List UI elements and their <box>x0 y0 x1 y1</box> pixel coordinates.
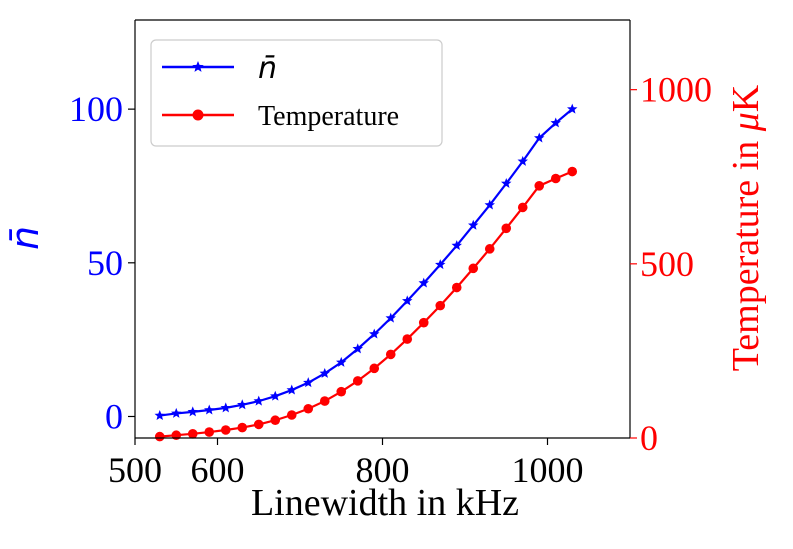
y-left-tick-label: 100 <box>69 89 123 129</box>
temperature-data-point <box>204 427 215 437</box>
temperature-data-point <box>501 223 512 234</box>
y-left-axis-ticks: 0 50 100 <box>69 89 135 436</box>
y-right-tick-label: 1000 <box>640 70 712 110</box>
temperature-data-point <box>303 403 314 414</box>
x-tick-label: 600 <box>191 450 245 490</box>
temperature-data-point <box>402 334 413 344</box>
temperature-data-point <box>319 396 330 406</box>
n-bar-data-point <box>451 240 462 251</box>
y-right-axis-ticks: 0 500 1000 <box>630 70 712 458</box>
temperature-data-point <box>385 349 396 360</box>
temperature-data-point <box>418 317 429 328</box>
n-bar-data-point <box>336 356 347 367</box>
series-layer <box>154 103 578 442</box>
temperature-data-point <box>187 429 198 439</box>
temperature-data-point <box>270 415 281 426</box>
temperature-data-point <box>435 300 446 311</box>
n-bar-data-point <box>369 328 380 339</box>
n-bar-data-point <box>286 384 297 395</box>
y-left-axis-label: n̄ <box>3 226 47 250</box>
legend-temperature-label: Temperature <box>258 101 399 132</box>
legend-n-bar-marker <box>192 61 204 72</box>
n-bar-data-point <box>187 406 198 417</box>
n-bar-data-point <box>220 402 231 413</box>
temperature-data-point <box>550 173 561 184</box>
temperature-data-point <box>352 376 363 386</box>
n-bar-data-point <box>319 367 330 378</box>
legend: n̄ Temperature <box>150 39 443 147</box>
temperature-data-point <box>253 419 264 430</box>
temperature-data-point <box>154 431 165 442</box>
n-bar-data-point <box>385 312 396 323</box>
y-right-tick-label: 0 <box>640 418 658 458</box>
x-tick-label: 1000 <box>512 450 584 490</box>
n-bar-data-point <box>154 410 165 421</box>
n-bar-data-point <box>303 377 314 388</box>
temperature-data-point <box>517 202 528 213</box>
n-bar-data-point <box>468 219 479 230</box>
n-bar-data-point <box>237 399 248 410</box>
temperature-data-point <box>237 422 248 433</box>
temperature-data-point <box>468 263 479 274</box>
n-bar-data-point <box>204 404 215 415</box>
temperature-data-point <box>451 282 462 293</box>
n-bar-data-point <box>484 199 495 210</box>
y-right-axis-label-unit: K <box>725 84 767 112</box>
temperature-data-point <box>220 425 231 435</box>
n-bar-data-point <box>402 295 413 306</box>
n-bar-data-point <box>517 155 528 166</box>
y-right-tick-label: 500 <box>640 244 694 284</box>
x-tick-label: 500 <box>108 450 162 490</box>
n-bar-data-point <box>567 103 578 114</box>
n-bar-data-point <box>435 259 446 270</box>
n-bar-data-point <box>270 390 281 401</box>
n-bar-data-point <box>550 117 561 128</box>
y-right-axis-label: Temperature in μK <box>725 84 767 371</box>
x-axis-label: Linewidth in kHz <box>251 482 519 524</box>
legend-temperature-marker <box>192 109 204 121</box>
y-left-tick-label: 0 <box>105 396 123 436</box>
n-bar-data-point <box>501 178 512 188</box>
temperature-data-point <box>534 181 545 191</box>
n-bar-data-point <box>352 343 363 354</box>
temperature-data-point <box>286 410 297 420</box>
n-bar-data-point <box>171 407 182 418</box>
temperature-data-point <box>369 363 380 374</box>
n-bar-data-point <box>253 395 264 406</box>
legend-n-bar-label: n̄ <box>258 51 277 86</box>
y-right-axis-label-prefix: Temperature in <box>725 131 767 371</box>
temperature-data-point <box>336 386 347 397</box>
n-bar-data-point <box>534 132 545 143</box>
temperature-data-point <box>567 166 578 177</box>
x-tick-label: 800 <box>356 450 410 490</box>
x-axis-ticks: 500 600 800 1000 <box>108 438 584 490</box>
y-right-axis-label-mu: μ <box>725 112 767 132</box>
temperature-data-point <box>484 244 495 254</box>
y-left-tick-label: 50 <box>87 243 123 283</box>
n-bar-data-point <box>418 277 429 288</box>
